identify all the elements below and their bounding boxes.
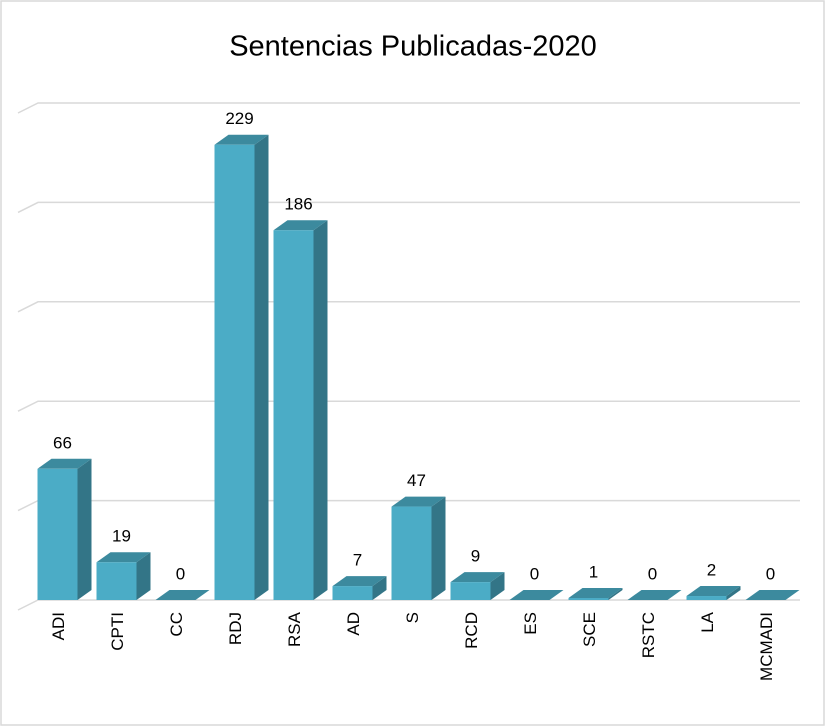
bar-side [136, 552, 151, 600]
bar-front [332, 586, 373, 600]
x-tick-label: RCD [462, 612, 481, 649]
data-label: 66 [53, 433, 72, 452]
data-label: 9 [471, 547, 480, 566]
bar-top [686, 586, 741, 597]
x-tick-label: CC [167, 612, 186, 637]
bar-front [37, 468, 78, 600]
data-label: 0 [530, 564, 539, 583]
bar [450, 572, 505, 600]
bar-front [391, 506, 432, 600]
bar [391, 496, 446, 600]
data-label: 47 [407, 471, 426, 490]
grid-line [17, 301, 800, 313]
bar [214, 134, 269, 601]
x-tick-label: RSA [285, 611, 304, 647]
data-label: 1 [589, 562, 598, 581]
data-label: 0 [766, 564, 775, 583]
bar-side [313, 220, 328, 600]
bar-side [726, 586, 741, 600]
bar-top [391, 496, 446, 507]
bar-top [37, 458, 92, 469]
bar-side [431, 496, 446, 600]
grid-line [17, 102, 800, 114]
x-tick-label: LA [698, 611, 717, 632]
bar [745, 590, 800, 600]
bar-top [745, 590, 800, 600]
bar-top [155, 590, 210, 600]
x-tick-label: RSTC [639, 612, 658, 658]
bar-front [96, 562, 137, 600]
x-tick-label: ES [521, 612, 540, 635]
bar [332, 576, 387, 600]
grid-line [17, 400, 800, 412]
bar [568, 588, 623, 600]
bar [96, 552, 151, 600]
bar-front [214, 144, 255, 601]
x-tick-label: ADI [49, 612, 68, 640]
data-label: 0 [176, 564, 185, 583]
bar-front [450, 582, 491, 600]
x-tick-label: MCMADI [757, 612, 776, 681]
bar [273, 220, 328, 600]
grid-line [17, 201, 800, 214]
bar-side [608, 588, 623, 600]
bar-top [450, 572, 505, 583]
data-label: 7 [353, 551, 362, 570]
bar-side [254, 134, 269, 601]
bar [37, 458, 92, 600]
bar-front [568, 598, 609, 600]
data-label: 0 [648, 564, 657, 583]
bar-top [214, 134, 269, 145]
data-label: 2 [707, 561, 716, 580]
x-tick-label: AD [344, 612, 363, 636]
bar-top [273, 220, 328, 231]
bar [509, 590, 564, 600]
data-label: 19 [112, 527, 131, 546]
x-tick-label: RDJ [226, 612, 245, 645]
chart-title: Sentencias Publicadas-2020 [229, 31, 597, 63]
bar-top [568, 588, 623, 599]
bar-front [686, 596, 727, 600]
data-label: 186 [284, 195, 312, 214]
x-tick-label: SCE [580, 612, 599, 647]
bar [627, 590, 682, 600]
bar [686, 586, 741, 600]
x-tick-label: S [403, 612, 422, 623]
x-tick-label: CPTI [108, 612, 127, 651]
bar-top [332, 576, 387, 587]
bar-side [490, 572, 505, 600]
data-label: 229 [225, 109, 253, 128]
bar-top [96, 552, 151, 563]
bar-top [509, 590, 564, 600]
bar-front [273, 230, 314, 600]
bar-side [77, 458, 92, 600]
bar-top [627, 590, 682, 600]
bar-side [372, 576, 387, 600]
bar [155, 590, 210, 600]
